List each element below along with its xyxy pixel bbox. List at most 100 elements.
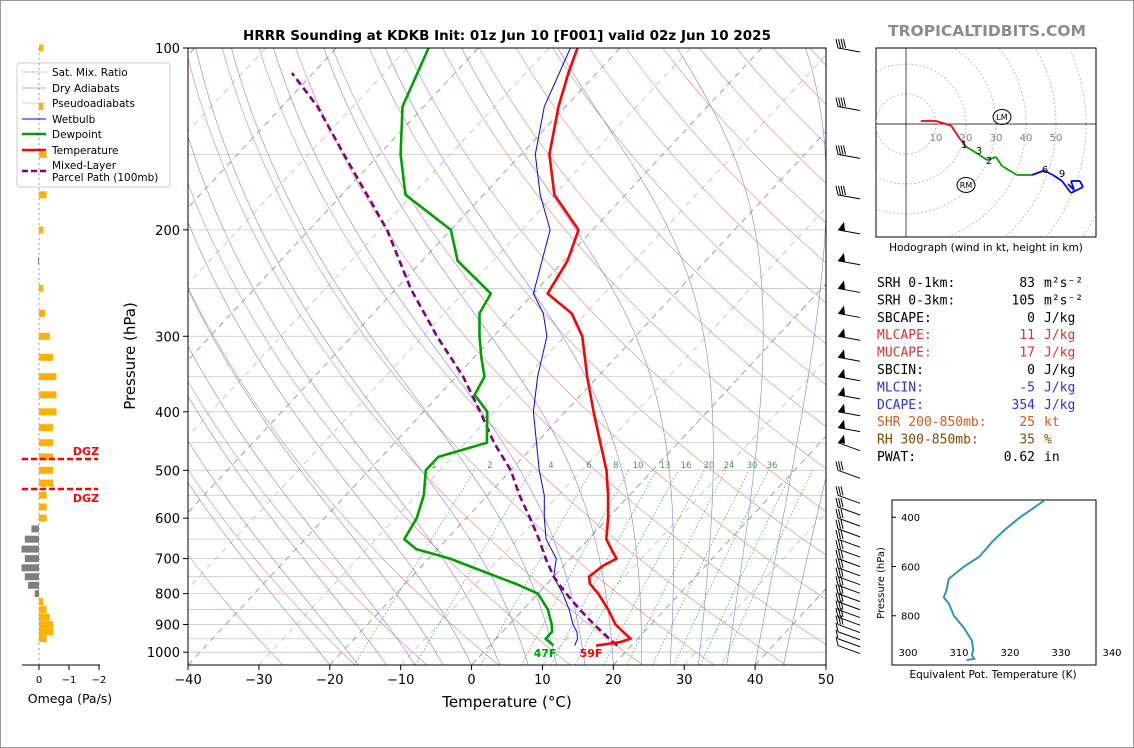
barb-feather	[835, 486, 839, 496]
moist-adiabat	[231, 48, 557, 665]
barb-feather	[840, 519, 844, 529]
barb-feather	[838, 567, 841, 577]
dry-adiabat	[478, 48, 826, 427]
index-value: 25	[1019, 415, 1035, 430]
hodograph-ring-labels: 10 20 30 40 50	[930, 133, 1063, 144]
barb-staff	[837, 517, 861, 527]
omega-bar	[39, 353, 54, 361]
index-label: SHR 200-850mb:	[877, 415, 987, 430]
theta-e-plot	[942, 500, 1047, 662]
barb-feather	[835, 600, 839, 610]
omega-bar	[39, 424, 54, 432]
omega-bar	[39, 226, 44, 234]
hodograph-ring-label: 20	[960, 133, 973, 144]
legend: Sat. Mix. Ratio Dry Adiabats Pseudoadiab…	[16, 62, 171, 188]
skewt-y-axis-label: Pressure (hPa)	[121, 302, 139, 410]
barb-feather	[835, 622, 839, 632]
barb-staff	[837, 394, 861, 400]
barb-feather	[838, 608, 841, 618]
omega-bar	[24, 573, 39, 581]
dry-adiabat	[442, 48, 826, 470]
omega-bar	[39, 628, 54, 636]
index-value: 35	[1019, 433, 1035, 448]
index-value: 17	[1019, 346, 1035, 361]
skewt-background-lines	[188, 48, 826, 665]
moist-adiabat	[557, 48, 714, 665]
omega-bar	[39, 606, 47, 614]
barb-feather	[840, 576, 844, 586]
hodograph-storm-motion: LM RM	[956, 109, 1012, 193]
mix-label: 24	[724, 461, 735, 471]
moist-adiabat	[273, 48, 586, 665]
omega-bar	[39, 44, 44, 52]
index-unit: m²s⁻²	[1044, 276, 1083, 291]
barb-flag	[838, 280, 845, 290]
legend-item: Sat. Mix. Ratio	[52, 67, 128, 79]
moist-adiabat	[754, 48, 826, 665]
mixing-ratio-line	[721, 470, 813, 665]
y-tick-label: 300	[155, 330, 180, 345]
surface-temperature-label: 59F	[580, 647, 603, 660]
skewt-x-axis-label: Temperature (°C)	[441, 693, 571, 711]
barb-feather	[838, 558, 841, 568]
barb-feather	[843, 97, 846, 107]
hodograph-segment	[1043, 169, 1054, 176]
wetbulb-profile	[532, 48, 578, 646]
barb-staff	[837, 335, 861, 341]
moist-adiabat	[783, 475, 826, 665]
index-label: PWAT:	[877, 450, 916, 465]
hodograph-plot	[876, 48, 1096, 237]
barb-staff	[837, 287, 861, 293]
mix-label: 1	[431, 461, 436, 471]
legend-item: Parcel Path (100mb)	[52, 172, 158, 184]
barb-feather	[835, 636, 839, 646]
index-unit: %	[1044, 433, 1052, 448]
moist-adiabat	[188, 288, 444, 665]
barb-feather	[840, 38, 844, 49]
theta-e-y-tick-label: 800	[901, 612, 920, 623]
barb-feather	[840, 497, 844, 508]
barb-staff	[837, 469, 861, 479]
index-label: SBCIN:	[877, 363, 924, 378]
dry-adiabat	[258, 48, 787, 665]
dry-adiabat	[332, 48, 826, 600]
left-mover-marker	[992, 109, 1012, 125]
theta-e-y-axis-label: Pressure (hPa)	[876, 547, 887, 619]
barb-feather	[835, 530, 839, 540]
barb-feather	[838, 615, 841, 625]
mixing-ratio-line	[480, 470, 592, 665]
omega-bar	[39, 309, 46, 317]
barb-feather	[838, 509, 841, 519]
isotherm	[188, 48, 479, 361]
barb-feather	[840, 549, 844, 559]
omega-bar	[39, 613, 50, 621]
barb-staff	[837, 153, 861, 159]
theta-e-x-tick-label: 320	[1000, 648, 1019, 659]
index-label: MUCAPE:	[877, 346, 932, 361]
omega-bar	[39, 391, 57, 399]
x-tick-label: 30	[676, 673, 693, 688]
theta-e-x-tick-label: 300	[898, 648, 917, 659]
theta-e-x-tick-label: 330	[1051, 648, 1070, 659]
index-label: SRH 0-3km:	[877, 293, 955, 308]
hodograph-segment	[986, 156, 997, 161]
dgz-bottom-label: DGZ	[73, 492, 99, 505]
index-label: MLCIN:	[877, 380, 924, 395]
index-label: MLCAPE:	[877, 328, 932, 343]
barb-feather	[835, 461, 839, 471]
omega-bar	[39, 491, 47, 499]
y-tick-label: 700	[155, 553, 180, 568]
barb-feather	[840, 567, 844, 577]
hodograph-segment	[1061, 180, 1072, 194]
omega-bar	[24, 535, 39, 543]
y-tick-label: 100	[155, 42, 180, 57]
barb-feather	[840, 530, 844, 540]
temperature-profile	[546, 48, 633, 647]
hodograph-ring-label: 40	[1020, 133, 1033, 144]
barb-staff	[837, 638, 861, 648]
omega-bar	[39, 453, 54, 461]
index-value: -5	[1019, 380, 1035, 395]
moist-adiabat	[676, 48, 764, 665]
barb-feather	[843, 38, 846, 49]
